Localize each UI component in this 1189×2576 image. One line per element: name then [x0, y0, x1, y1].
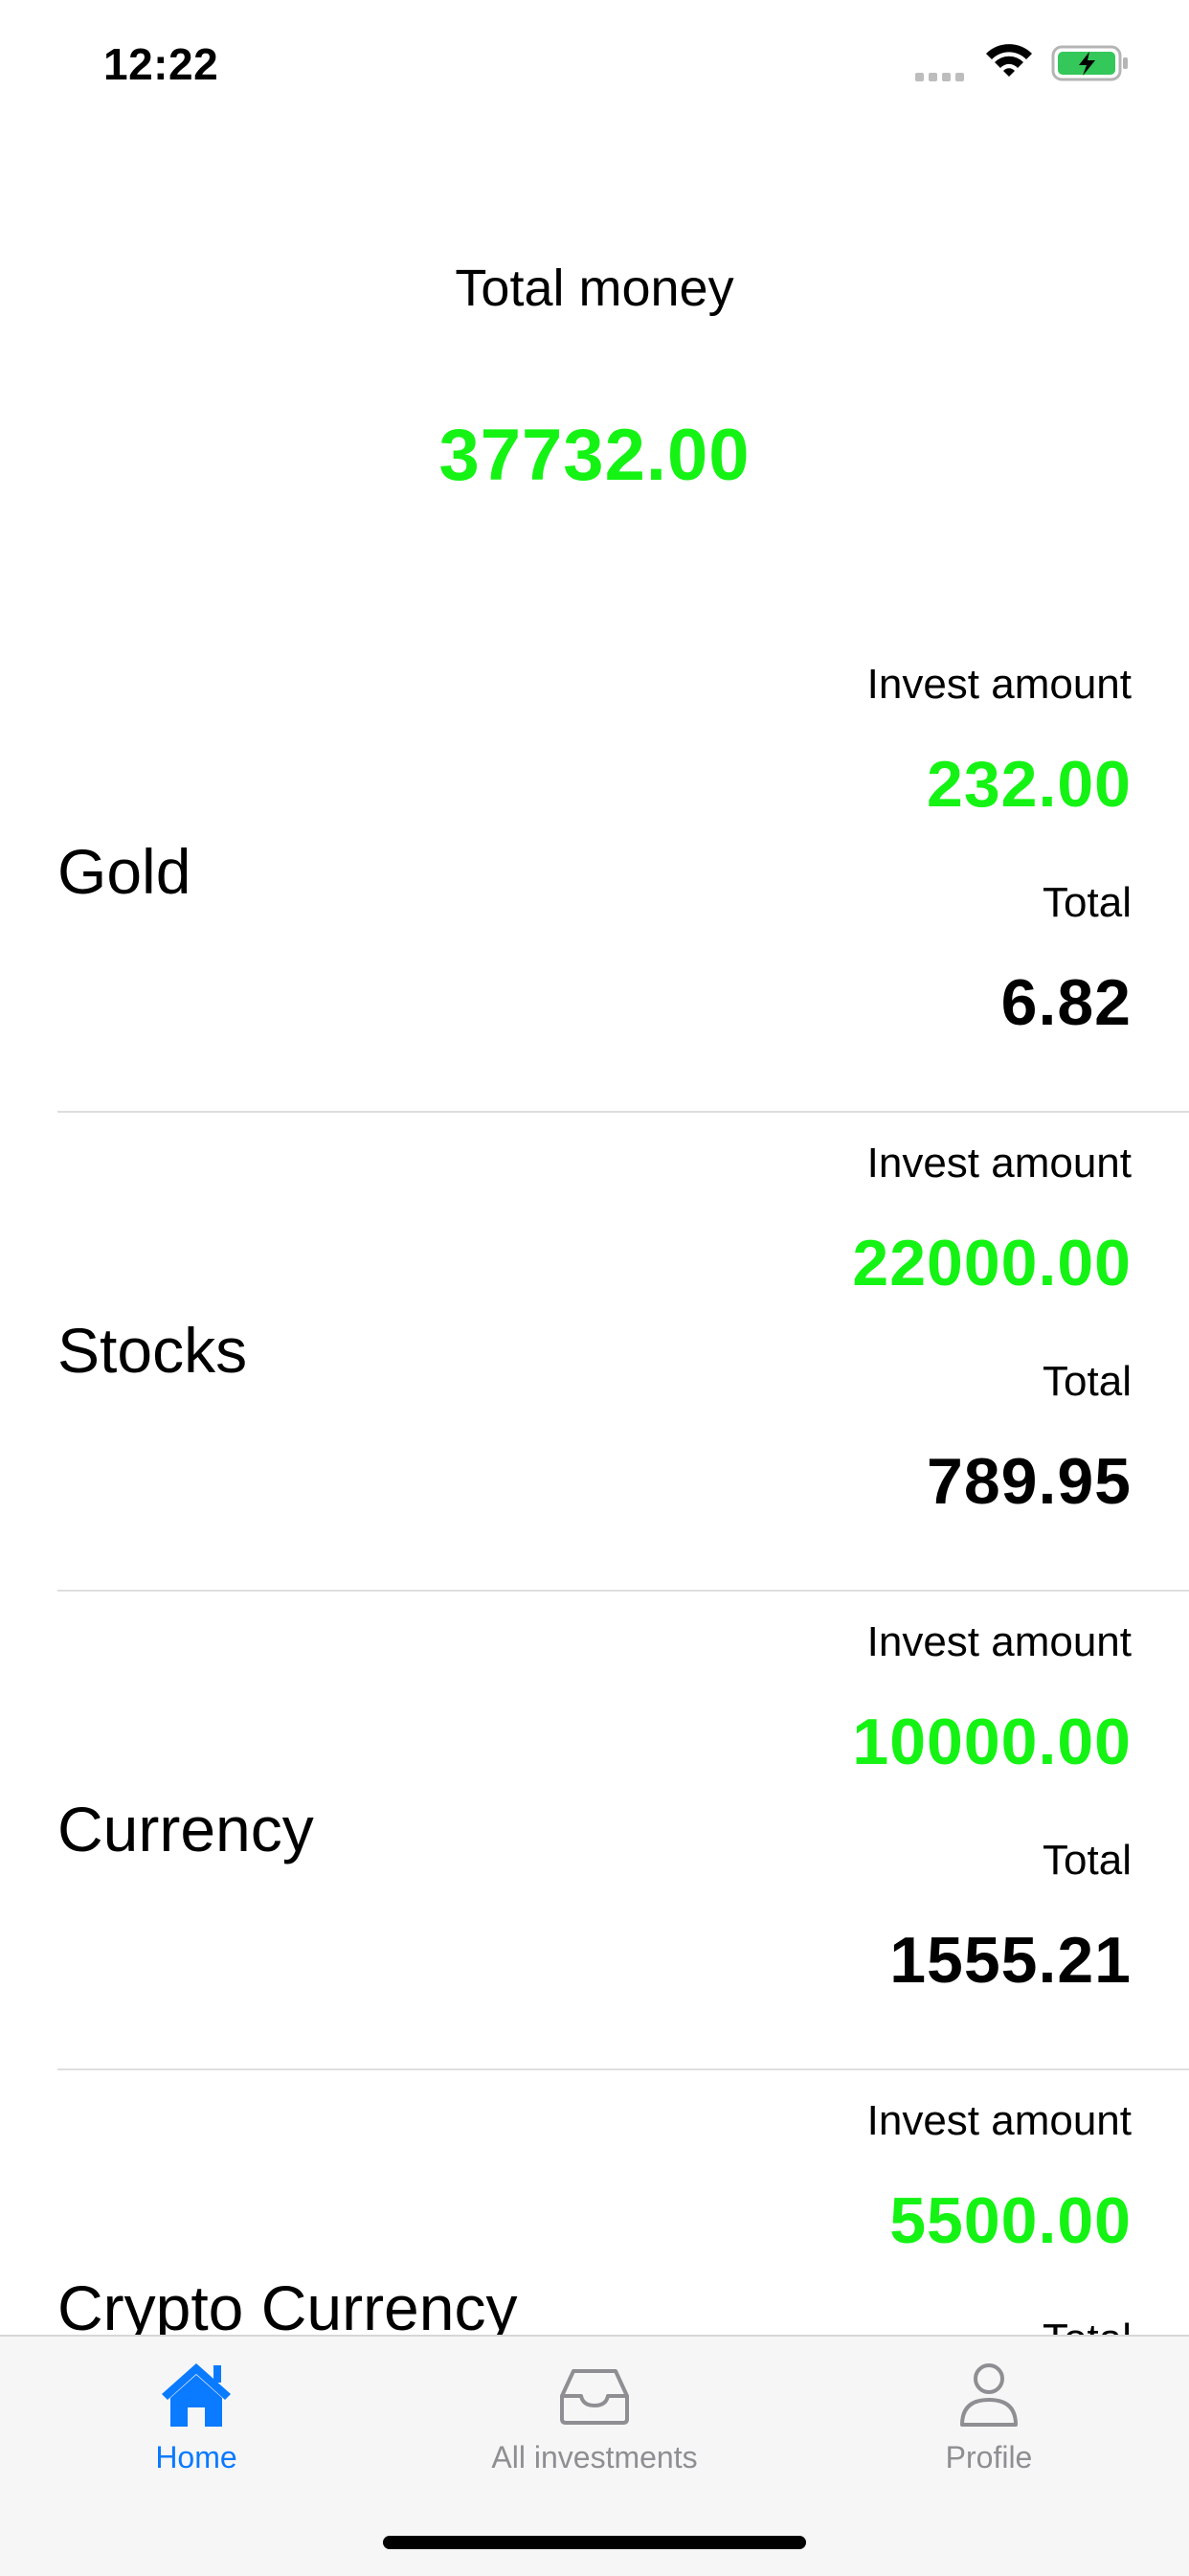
invest-amount-value: 22000.00	[852, 1227, 1132, 1299]
battery-charging-icon	[1051, 45, 1128, 81]
invest-amount-value: 5500.00	[889, 2184, 1132, 2257]
tab-label: Profile	[945, 2440, 1033, 2474]
total-value: 789.95	[927, 1445, 1132, 1518]
person-icon	[960, 2363, 1018, 2427]
home-icon	[162, 2363, 231, 2427]
total-label: Total	[1043, 1358, 1132, 1405]
tab-label: Home	[155, 2440, 237, 2474]
status-time: 12:22	[103, 39, 219, 89]
invest-amount-label: Invest amount	[866, 1140, 1132, 1186]
total-money-value: 37732.00	[438, 415, 751, 496]
investment-name: Stocks	[57, 1315, 248, 1386]
invest-amount-label: Invest amount	[866, 661, 1132, 708]
tab-all-investments[interactable]: All investments	[451, 2360, 738, 2475]
investment-card-stocks[interactable]: Stocks Invest amount 22000.00 Total 789.…	[57, 1111, 1189, 1592]
home-indicator[interactable]	[383, 2536, 806, 2549]
total-label: Total	[1043, 1837, 1132, 1884]
investment-name: Crypto Currency	[57, 2272, 518, 2343]
invest-amount-label: Invest amount	[866, 2097, 1132, 2144]
tray-icon	[560, 2369, 629, 2425]
investment-card-currency[interactable]: Currency Invest amount 10000.00 Total 15…	[57, 1590, 1189, 2070]
tab-profile[interactable]: Profile	[845, 2360, 1133, 2475]
invest-amount-label: Invest amount	[866, 1618, 1132, 1665]
investment-name: Currency	[57, 1794, 314, 1864]
invest-amount-value: 232.00	[927, 748, 1132, 821]
tab-label: All investments	[491, 2440, 698, 2474]
total-label: Total	[1043, 879, 1132, 926]
total-money-title: Total money	[455, 260, 734, 317]
status-bar: 12:22	[0, 0, 1189, 134]
signal-icon	[915, 69, 969, 86]
total-value: 1555.21	[889, 1924, 1132, 1997]
investment-name: Gold	[57, 836, 191, 907]
investment-card-gold[interactable]: Gold Invest amount 232.00 Total 6.82	[57, 632, 1189, 1113]
invest-amount-value: 10000.00	[852, 1706, 1132, 1778]
tab-home[interactable]: Home	[53, 2360, 340, 2475]
wifi-icon	[986, 44, 1032, 77]
total-value: 6.82	[1000, 966, 1132, 1039]
